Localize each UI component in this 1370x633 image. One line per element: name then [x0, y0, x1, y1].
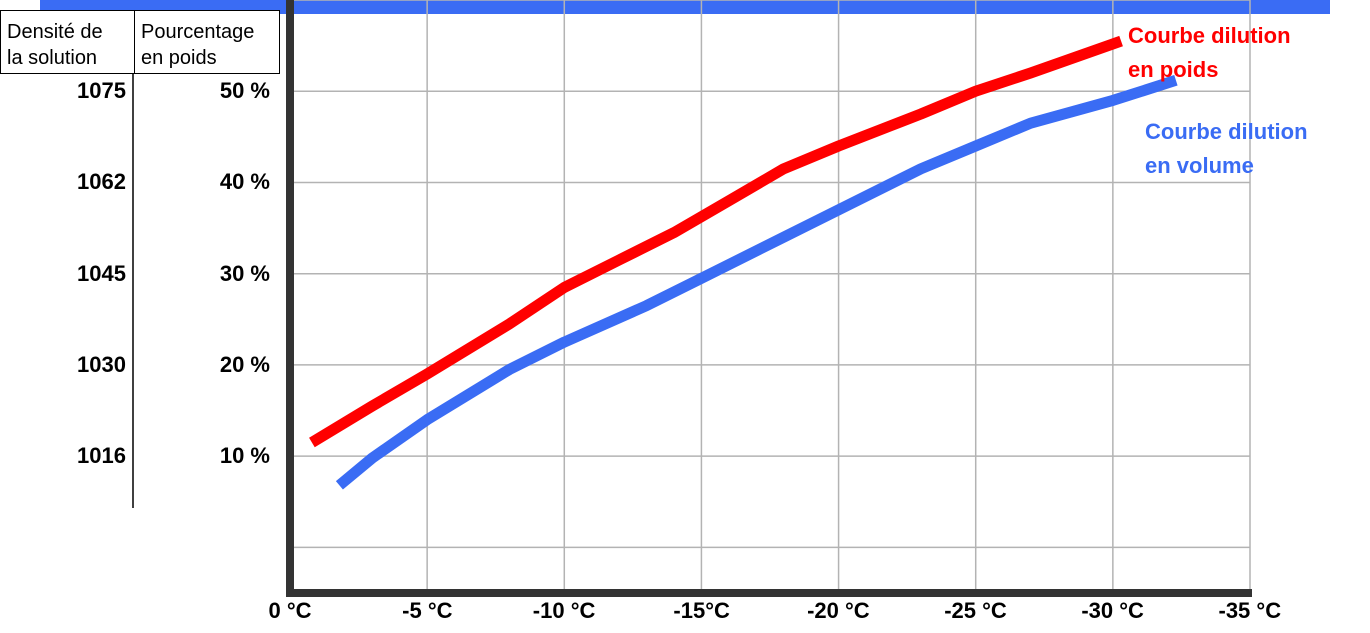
- density-tick-label: 1062: [77, 169, 126, 195]
- x-tick-label: -30 °C: [1081, 598, 1144, 623]
- density-tick-label: 1075: [77, 78, 126, 104]
- series-line-volume: [335, 75, 1178, 490]
- x-tick-label: -20 °C: [807, 598, 870, 623]
- percent-tick-label: 10 %: [219, 443, 270, 469]
- density-tick-label: 1045: [77, 260, 126, 286]
- series: [309, 35, 1178, 490]
- legend-volume: Courbe dilution en volume: [1145, 119, 1308, 178]
- series-line-weight: [309, 35, 1123, 448]
- percent-tick-label: 20 %: [219, 351, 270, 377]
- percent-header: Pourcentage en poids: [134, 10, 280, 74]
- density-tick-label: 1016: [77, 443, 126, 469]
- x-tick-label: 0 °C: [268, 598, 312, 623]
- top-blue-bar: [40, 0, 1330, 14]
- percent-tick-label: 30 %: [219, 260, 270, 286]
- density-header: Densité de la solution: [0, 10, 135, 74]
- x-tick-label: -10 °C: [532, 598, 596, 623]
- frame: [132, 0, 1252, 597]
- x-tick-label: -25 °C: [944, 598, 1007, 623]
- x-tick-label: -35 °C: [1218, 598, 1282, 623]
- grid: [290, 0, 1251, 593]
- x-tick-label: -15°C: [673, 598, 730, 623]
- percent-tick-label: 40 %: [219, 169, 270, 195]
- legend-weight: Courbe dilution en poids: [1128, 23, 1291, 82]
- x-tick-label: -5 °C: [402, 598, 453, 623]
- density-tick-label: 1030: [77, 351, 126, 377]
- percent-tick-label: 50 %: [219, 78, 270, 104]
